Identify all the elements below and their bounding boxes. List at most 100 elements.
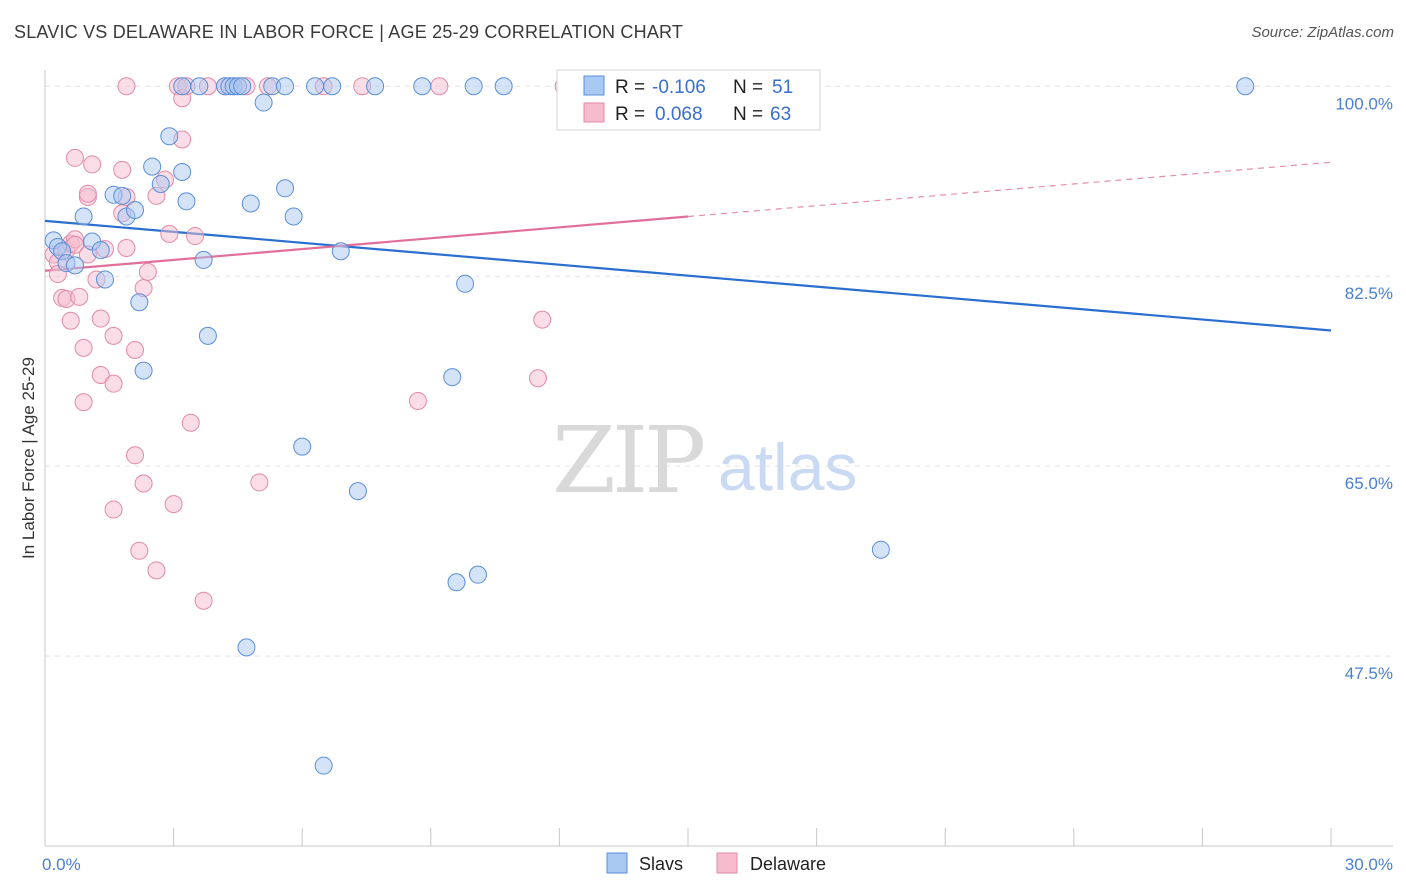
slavs-point-15 [143,157,162,176]
slavs-point-48 [468,565,487,584]
y-tick-label-0: 100.0% [1335,94,1393,113]
slavs-point-45 [447,573,466,592]
trend-lines [44,161,1332,332]
slavs-point-50 [871,540,890,559]
bottom-legend-label-delaware: Delaware [750,854,826,874]
delaware-point-24 [104,500,123,519]
watermark-atlas: atlas [718,430,857,504]
slavs-points [44,77,1255,775]
delaware-point-46 [186,227,205,246]
delaware-point-20 [91,365,110,384]
delaware-point-39 [160,224,179,243]
bottom-legend-swatch-slavs [606,852,628,874]
delaware-point-12 [74,338,93,357]
delaware-point-22 [104,374,123,393]
slavs-point-23 [198,326,217,345]
bottom-legend: Slavs Delaware [606,852,826,874]
slavs-point-21 [190,77,209,96]
slavs-point-18 [173,77,192,96]
legend-n-label-delaware: N = [733,104,763,125]
source-credit: Source: ZipAtlas.com [1251,24,1394,41]
legend-n-label-slavs: N = [733,77,763,98]
slavs-point-5 [74,207,93,226]
trend-line-slavs-0 [44,219,1332,332]
slavs-point-35 [284,207,303,226]
legend-r-value-slavs: -0.106 [652,77,706,98]
legend-n-value-slavs: 51 [772,77,793,98]
delaware-point-19 [91,309,110,328]
slavs-point-39 [323,77,342,96]
delaware-point-36 [147,561,166,580]
slavs-point-8 [96,270,115,289]
legend-r-label-slavs: R = [615,77,645,98]
slavs-point-17 [160,127,179,146]
slavs-point-37 [306,77,325,96]
y-tick-labels: 100.0% 82.5% 65.0% 47.5% [1335,94,1393,683]
delaware-point-40 [164,495,183,514]
slavs-point-33 [276,77,295,96]
slavs-point-10 [113,186,132,205]
delaware-point-52 [250,473,269,492]
slavs-point-7 [91,241,110,260]
legend-swatch-slavs [583,75,605,96]
slavs-point-47 [464,77,483,96]
x-tick-label-0: 0.0% [42,855,81,874]
slavs-point-40 [331,242,350,261]
slavs-point-31 [254,93,273,112]
delaware-point-47 [194,591,213,610]
slavs-point-20 [177,192,196,211]
delaware-point-35 [138,262,157,281]
delaware-point-34 [134,474,153,493]
bottom-legend-swatch-delaware [716,852,738,874]
trend-line-delaware-2 [687,161,1332,218]
bottom-legend-label-slavs: Slavs [639,854,683,874]
slavs-point-38 [314,756,333,775]
slavs-point-43 [413,77,432,96]
delaware-point-17 [83,155,102,174]
watermark-zip: ZIP [552,407,703,514]
watermark: ZIP atlas [552,407,857,514]
slavs-point-41 [348,482,367,501]
delaware-point-56 [408,392,427,411]
legend-swatch-delaware [583,102,605,123]
trend-line-delaware-1 [44,215,689,272]
slavs-point-22 [194,250,213,269]
slavs-point-13 [130,293,149,312]
slavs-point-28 [233,77,252,96]
slavs-point-36 [293,437,312,456]
delaware-point-29 [117,238,136,257]
slavs-point-12 [126,201,145,220]
delaware-points [44,77,697,610]
x-tick-label-1: 30.0% [1345,855,1393,874]
axes [44,70,1393,847]
delaware-point-11 [70,287,89,306]
y-tick-label-2: 65.0% [1345,474,1393,493]
slavs-point-51 [1236,77,1255,96]
delaware-point-16 [78,184,97,203]
delaware-point-32 [130,541,149,560]
delaware-point-23 [104,326,123,345]
legend-r-label-delaware: R = [615,104,645,125]
slavs-point-30 [241,194,260,213]
slavs-point-46 [456,274,475,293]
delaware-point-8 [66,148,85,167]
slavs-point-19 [173,163,192,182]
slavs-point-42 [366,77,385,96]
delaware-point-26 [113,160,132,179]
slavs-point-49 [494,77,513,96]
delaware-point-57 [430,77,449,96]
y-tick-label-3: 47.5% [1345,664,1393,683]
slavs-point-16 [151,174,170,193]
delaware-point-30 [126,341,145,360]
slavs-point-29 [237,638,256,657]
delaware-point-45 [181,413,200,432]
slavs-point-4 [66,256,85,275]
chart-title: SLAVIC VS DELAWARE IN LABOR FORCE | AGE … [14,22,684,42]
slavs-point-44 [443,368,462,387]
y-axis-label: In Labor Force | Age 25-29 [19,357,38,559]
slavs-point-14 [134,361,153,380]
delaware-point-27 [117,77,136,96]
y-tick-label-1: 82.5% [1345,284,1393,303]
delaware-point-13 [74,393,93,412]
